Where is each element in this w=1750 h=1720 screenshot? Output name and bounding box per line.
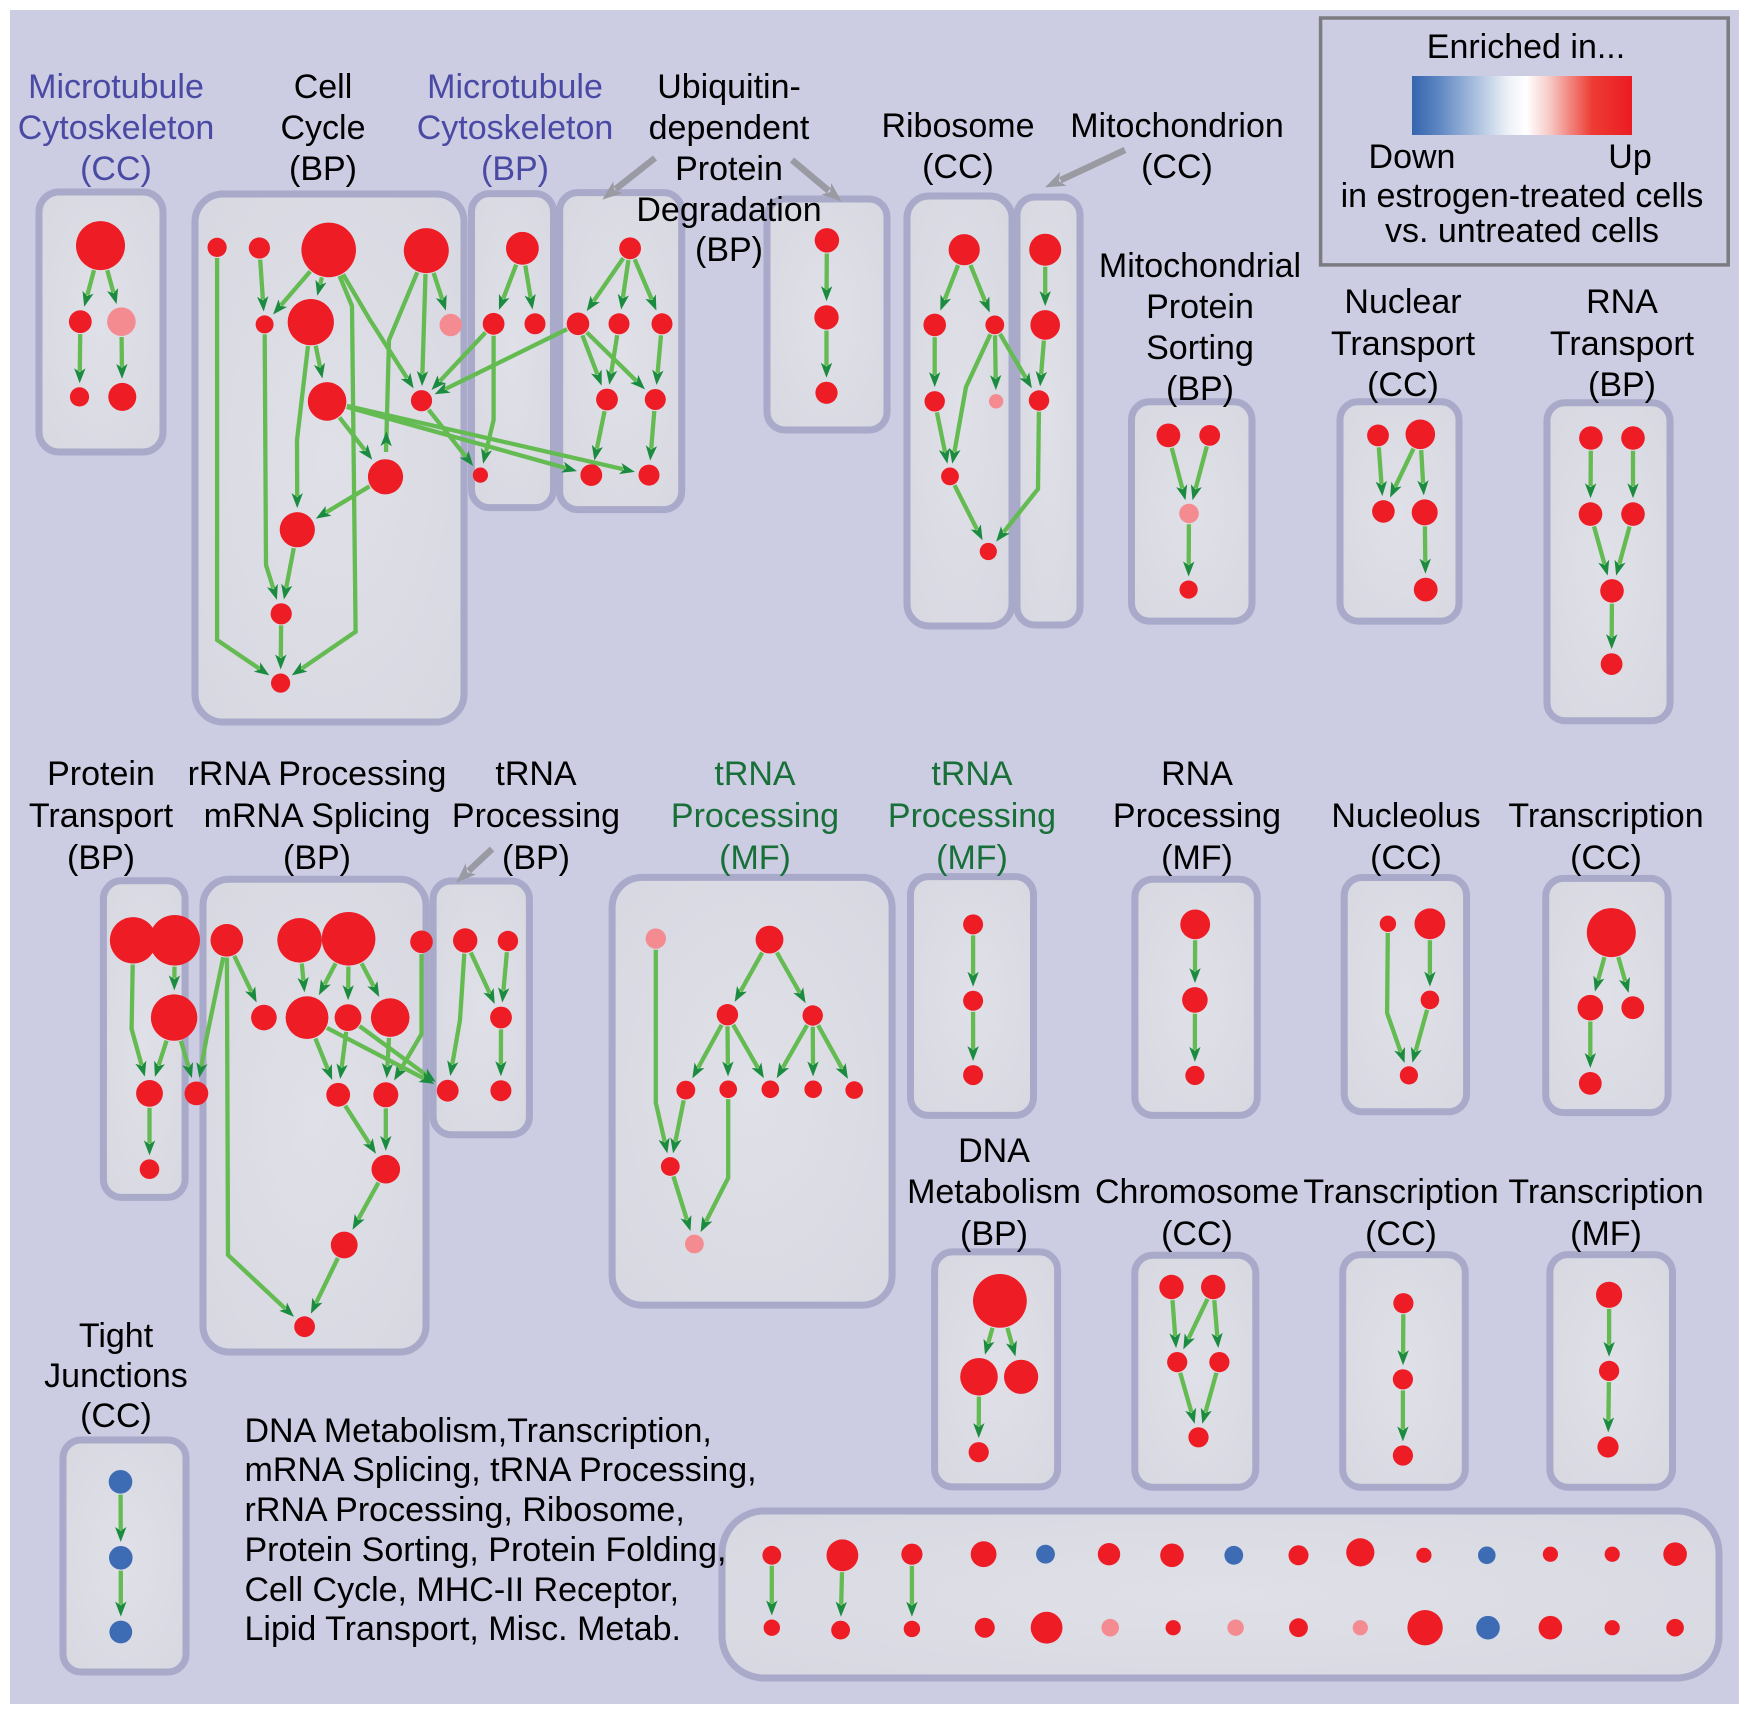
svg-text:(BP): (BP) bbox=[481, 150, 549, 188]
svg-text:vs. untreated cells: vs. untreated cells bbox=[1385, 212, 1659, 250]
svg-text:RNA: RNA bbox=[1161, 755, 1233, 793]
svg-text:Mitochondrion: Mitochondrion bbox=[1070, 107, 1284, 145]
svg-text:Protein Sorting, Protein Foldi: Protein Sorting, Protein Folding, bbox=[245, 1531, 727, 1569]
svg-text:Microtubule: Microtubule bbox=[427, 68, 603, 106]
svg-text:Metabolism: Metabolism bbox=[907, 1173, 1081, 1211]
svg-text:(CC): (CC) bbox=[1570, 839, 1642, 877]
svg-text:DNA: DNA bbox=[958, 1132, 1030, 1170]
svg-text:mRNA Splicing: mRNA Splicing bbox=[204, 797, 431, 835]
svg-text:Cycle: Cycle bbox=[280, 109, 365, 147]
svg-text:Transcription: Transcription bbox=[1508, 797, 1703, 835]
svg-text:dependent: dependent bbox=[649, 109, 810, 147]
svg-text:Up: Up bbox=[1608, 138, 1651, 176]
svg-text:(CC): (CC) bbox=[1365, 1215, 1437, 1253]
svg-text:Protein: Protein bbox=[675, 150, 783, 188]
svg-text:Microtubule: Microtubule bbox=[28, 68, 204, 106]
svg-text:Cytoskeleton: Cytoskeleton bbox=[417, 109, 614, 147]
svg-text:Transcription: Transcription bbox=[1508, 1173, 1703, 1211]
svg-text:(CC): (CC) bbox=[922, 148, 994, 186]
svg-text:Cell Cycle, MHC-II Receptor,: Cell Cycle, MHC-II Receptor, bbox=[245, 1571, 680, 1609]
svg-text:rRNA Processing, Ribosome,: rRNA Processing, Ribosome, bbox=[245, 1491, 685, 1529]
svg-text:Protein: Protein bbox=[1146, 288, 1254, 326]
svg-text:Enriched in...: Enriched in... bbox=[1427, 28, 1625, 66]
svg-text:(CC): (CC) bbox=[1161, 1215, 1233, 1253]
svg-text:mRNA Splicing, tRNA Processing: mRNA Splicing, tRNA Processing, bbox=[245, 1451, 757, 1489]
svg-text:Cytoskeleton: Cytoskeleton bbox=[18, 109, 215, 147]
svg-text:Ribosome: Ribosome bbox=[881, 107, 1034, 145]
svg-text:(MF): (MF) bbox=[1570, 1215, 1642, 1253]
svg-text:Down: Down bbox=[1369, 138, 1456, 176]
svg-text:Junctions: Junctions bbox=[44, 1357, 188, 1395]
svg-text:Processing: Processing bbox=[888, 797, 1056, 835]
svg-text:(CC): (CC) bbox=[80, 1397, 152, 1435]
svg-text:(BP): (BP) bbox=[67, 839, 135, 877]
svg-text:(MF): (MF) bbox=[936, 839, 1008, 877]
svg-text:Degradation: Degradation bbox=[636, 191, 821, 229]
svg-text:Chromosome: Chromosome bbox=[1095, 1173, 1299, 1211]
svg-text:(CC): (CC) bbox=[1367, 366, 1439, 404]
svg-text:RNA: RNA bbox=[1586, 283, 1658, 321]
svg-text:Nucleolus: Nucleolus bbox=[1331, 797, 1480, 835]
svg-text:Mitochondrial: Mitochondrial bbox=[1099, 247, 1301, 285]
svg-text:Transport: Transport bbox=[1550, 325, 1695, 363]
svg-text:Tight: Tight bbox=[79, 1317, 154, 1355]
svg-text:tRNA: tRNA bbox=[714, 755, 796, 793]
svg-text:Nuclear: Nuclear bbox=[1344, 283, 1461, 321]
svg-text:rRNA Processing: rRNA Processing bbox=[188, 755, 447, 793]
svg-text:Processing: Processing bbox=[1113, 797, 1281, 835]
svg-text:Lipid Transport, Misc. Metab.: Lipid Transport, Misc. Metab. bbox=[245, 1610, 682, 1648]
svg-text:(BP): (BP) bbox=[283, 839, 351, 877]
svg-text:(BP): (BP) bbox=[1166, 370, 1234, 408]
svg-text:(MF): (MF) bbox=[719, 839, 791, 877]
svg-text:(BP): (BP) bbox=[960, 1215, 1028, 1253]
svg-text:Transcription: Transcription bbox=[1303, 1173, 1498, 1211]
svg-text:(MF): (MF) bbox=[1161, 839, 1233, 877]
svg-text:(BP): (BP) bbox=[289, 150, 357, 188]
svg-text:DNA Metabolism,Transcription,: DNA Metabolism,Transcription, bbox=[245, 1412, 712, 1450]
svg-text:tRNA: tRNA bbox=[495, 755, 577, 793]
svg-text:(BP): (BP) bbox=[502, 839, 570, 877]
svg-text:Processing: Processing bbox=[452, 797, 620, 835]
svg-text:Cell: Cell bbox=[294, 68, 353, 106]
svg-text:Sorting: Sorting bbox=[1146, 329, 1254, 367]
svg-text:(BP): (BP) bbox=[695, 231, 763, 269]
svg-text:(BP): (BP) bbox=[1588, 366, 1656, 404]
svg-text:Transport: Transport bbox=[1331, 325, 1476, 363]
svg-text:(CC): (CC) bbox=[1370, 839, 1442, 877]
svg-text:Protein: Protein bbox=[47, 755, 155, 793]
svg-text:Transport: Transport bbox=[29, 797, 174, 835]
svg-text:(CC): (CC) bbox=[80, 150, 152, 188]
svg-text:tRNA: tRNA bbox=[931, 755, 1013, 793]
svg-text:in estrogen-treated cells: in estrogen-treated cells bbox=[1341, 177, 1704, 215]
svg-text:Ubiquitin-: Ubiquitin- bbox=[657, 68, 801, 106]
svg-text:(CC): (CC) bbox=[1141, 148, 1213, 186]
svg-text:Processing: Processing bbox=[671, 797, 839, 835]
